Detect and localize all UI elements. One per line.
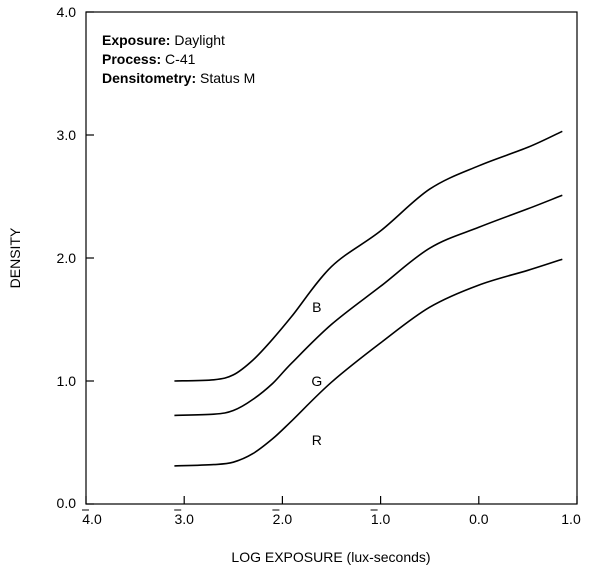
y-tick-label: 3.0: [57, 127, 77, 143]
curve-label-r: R: [312, 432, 322, 448]
x-axis-title: LOG EXPOSURE (lux-seconds): [231, 549, 430, 565]
curve-b: [174, 130, 563, 382]
exposure-info-block: Exposure: Daylight Process: C-41 Densitome…: [102, 32, 255, 86]
x-tick-label: 2.0: [273, 511, 293, 527]
y-axis-title: DENSITY: [7, 227, 23, 288]
info-key: Exposure:: [102, 32, 170, 48]
y-tick-label: 2.0: [57, 250, 77, 266]
x-tick-labels: 4.0 3.0 2.0 1.0 0.0 1.0: [82, 509, 581, 527]
info-line: Densitometry: Status M: [102, 70, 255, 86]
info-line: Exposure: Daylight: [102, 32, 225, 48]
y-tick-labels: 0.0 1.0 2.0 3.0 4.0: [57, 4, 77, 511]
x-tick-label: 0.0: [469, 511, 489, 527]
info-value: Daylight: [170, 32, 225, 48]
x-tick-label: 3.0: [174, 511, 194, 527]
info-value: C-41: [161, 51, 195, 67]
info-line: Process: C-41: [102, 51, 196, 67]
x-tick-label: 1.0: [561, 511, 581, 527]
y-tick-label: 1.0: [57, 373, 77, 389]
y-tick-label: 0.0: [57, 495, 77, 511]
curve-r: [174, 258, 563, 467]
curve-label-g: G: [311, 373, 322, 389]
curve-labels: B G R: [311, 299, 322, 448]
curve-g: [174, 194, 563, 417]
info-key: Densitometry:: [102, 70, 196, 86]
density-curves: [174, 130, 563, 467]
y-tick-label: 4.0: [57, 4, 77, 20]
curve-label-b: B: [312, 299, 321, 315]
x-tick-label: 4.0: [82, 511, 102, 527]
tick-marks: [85, 11, 578, 505]
info-value: Status M: [196, 70, 255, 86]
x-tick-label: 1.0: [371, 511, 391, 527]
info-key: Process:: [102, 51, 161, 67]
